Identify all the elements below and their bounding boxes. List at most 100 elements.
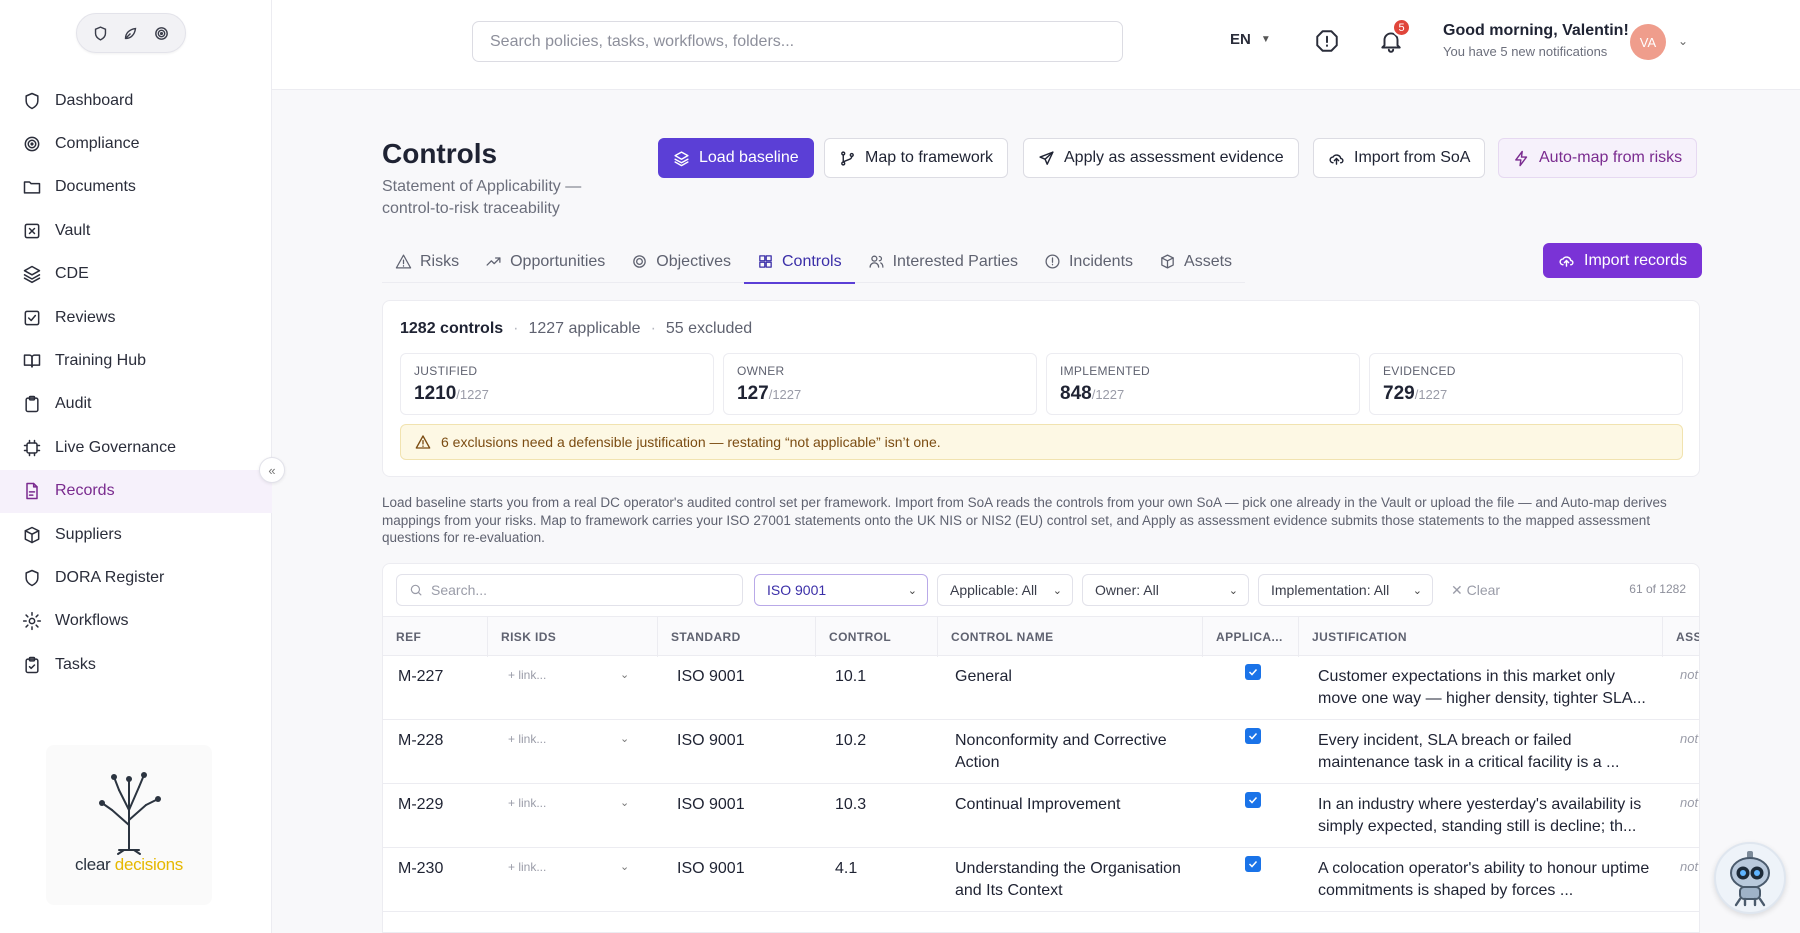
avatar[interactable]: VA: [1630, 24, 1666, 60]
logo-text-main: clear: [75, 855, 115, 874]
table-row[interactable]: M-230 + link... ⌄ ISO 9001 4.1 Understand…: [383, 848, 1699, 912]
sidebar-item-cde[interactable]: CDE: [0, 253, 272, 296]
stat-evidenced: EVIDENCED 729/1227: [1369, 353, 1683, 415]
column-header-risk-ids[interactable]: RISK IDS: [488, 617, 658, 657]
shield-mode-icon[interactable]: [87, 20, 113, 46]
stat-label: IMPLEMENTED: [1060, 364, 1150, 378]
table-search-input[interactable]: Search...: [396, 574, 743, 606]
sidebar-item-label: Reviews: [55, 308, 116, 326]
sidebar-item-tasks[interactable]: Tasks: [0, 643, 272, 686]
auto-map-from-risks-button[interactable]: Auto-map from risks: [1498, 138, 1698, 178]
shield-icon: [21, 90, 43, 112]
cloud-upload-icon: [1559, 256, 1574, 267]
sidebar-item-reviews[interactable]: Reviews: [0, 296, 272, 339]
cell-justification[interactable]: A colocation operator's ability to honou…: [1318, 860, 1650, 899]
risk-link-select[interactable]: + link... ⌄: [508, 664, 629, 686]
tab-objectives[interactable]: Objectives: [618, 240, 744, 283]
risk-link-select[interactable]: + link... ⌄: [508, 792, 629, 814]
tab-interested-parties[interactable]: Interested Parties: [855, 240, 1031, 283]
tab-risks[interactable]: Risks: [382, 240, 472, 283]
owner-filter[interactable]: Owner: All ⌄: [1082, 574, 1249, 606]
notification-badge: 5: [1392, 18, 1411, 37]
table-header: REF RISK IDS STANDARD CONTROL CONTROL NA…: [383, 616, 1700, 657]
cell-justification[interactable]: Every incident, SLA breach or failed mai…: [1318, 732, 1620, 771]
cell-assessment: not: [1680, 667, 1699, 682]
filter-value: ISO 9001: [767, 582, 827, 598]
collapse-sidebar-button[interactable]: «: [259, 457, 285, 483]
cell-ref: M-230: [398, 860, 444, 877]
target-mode-icon[interactable]: [149, 20, 175, 46]
cell-control: 4.1: [835, 860, 858, 877]
apply-assessment-evidence-button[interactable]: Apply as assessment evidence: [1023, 138, 1299, 178]
risk-link-select[interactable]: + link... ⌄: [508, 856, 629, 878]
sidebar-item-live-governance[interactable]: Live Governance: [0, 426, 272, 469]
tab-assets[interactable]: Assets: [1146, 240, 1245, 283]
tab-opportunities[interactable]: Opportunities: [472, 240, 618, 283]
filter-value: Implementation: All: [1271, 582, 1390, 598]
help-text: Load baseline starts you from a real DC …: [382, 495, 1667, 545]
column-header-assessment[interactable]: ASS: [1676, 630, 1700, 644]
column-header-control[interactable]: CONTROL: [816, 617, 938, 657]
sidebar-item-audit[interactable]: Audit: [0, 383, 272, 426]
sidebar-item-workflows[interactable]: Workflows: [0, 600, 272, 643]
sidebar-item-label: Dashboard: [55, 91, 134, 109]
applicable-checkbox[interactable]: [1245, 856, 1261, 872]
folder-icon: [21, 176, 43, 198]
leaf-mode-icon[interactable]: [118, 20, 144, 46]
language-selector[interactable]: EN ▼: [1230, 31, 1271, 48]
applicable-checkbox[interactable]: [1245, 664, 1261, 680]
cell-assessment: not: [1680, 859, 1699, 874]
map-to-framework-button[interactable]: Map to framework: [824, 138, 1009, 178]
global-search-input[interactable]: Search policies, tasks, workflows, folde…: [472, 21, 1123, 62]
tab-label: Interested Parties: [892, 252, 1018, 270]
cell-justification[interactable]: Customer expectations in this market onl…: [1318, 668, 1646, 707]
git-branch-icon: [841, 150, 854, 166]
stat-denominator: /1227: [1414, 387, 1448, 402]
risk-link-select[interactable]: + link... ⌄: [508, 728, 629, 750]
load-baseline-button[interactable]: Load baseline: [658, 138, 814, 178]
cell-justification[interactable]: In an industry where yesterday's availab…: [1318, 796, 1642, 835]
warning-icon: [395, 254, 412, 269]
table-row[interactable]: M-228 + link... ⌄ ISO 9001 10.2 Nonconfor…: [383, 720, 1699, 784]
column-header-justification[interactable]: JUSTIFICATION: [1299, 617, 1663, 657]
sidebar-item-label: Training Hub: [55, 352, 147, 370]
sidebar-item-suppliers[interactable]: Suppliers: [0, 513, 272, 556]
applicable-checkbox[interactable]: [1245, 728, 1261, 744]
import-records-button[interactable]: Import records: [1543, 243, 1703, 278]
tab-incidents[interactable]: Incidents: [1031, 240, 1146, 283]
table-row[interactable]: M-227 + link... ⌄ ISO 9001 10.1 General C…: [383, 656, 1699, 720]
sidebar-item-records[interactable]: Records: [0, 469, 272, 513]
clear-filters-button[interactable]: ✕ Clear: [1451, 582, 1501, 598]
sidebar-item-documents[interactable]: Documents: [0, 166, 272, 209]
tab-controls[interactable]: Controls: [743, 240, 855, 284]
alert-icon[interactable]: [1312, 26, 1342, 56]
sidebar-item-dora-register[interactable]: DORA Register: [0, 556, 272, 599]
layers-icon: [21, 263, 43, 285]
cell-control: 10.3: [835, 796, 867, 813]
sidebar-item-training-hub[interactable]: Training Hub: [0, 339, 272, 382]
sidebar-item-vault[interactable]: Vault: [0, 209, 272, 252]
chevron-down-icon[interactable]: ⌄: [1678, 34, 1689, 48]
sidebar-item-compliance[interactable]: Compliance: [0, 122, 272, 165]
button-label: Auto-map from risks: [1539, 149, 1683, 166]
grid-icon: [759, 255, 772, 268]
trend-up-icon: [486, 257, 501, 266]
alert-circle-icon: [1045, 254, 1060, 269]
applicable-checkbox[interactable]: [1245, 792, 1261, 808]
column-header-ref[interactable]: REF: [383, 617, 488, 657]
column-header-control-name[interactable]: CONTROL NAME: [938, 617, 1203, 657]
button-label: Import from SoA: [1354, 149, 1471, 166]
lightning-icon: [1515, 150, 1528, 166]
table-row[interactable]: M-229 + link... ⌄ ISO 9001 10.3 Continual…: [383, 784, 1699, 848]
column-header-applicable[interactable]: APPLICA...: [1203, 617, 1299, 657]
standard-filter[interactable]: ISO 9001 ⌄: [754, 574, 928, 606]
import-from-soa-button[interactable]: Import from SoA: [1313, 138, 1486, 178]
implementation-filter[interactable]: Implementation: All ⌄: [1258, 574, 1433, 606]
stat-value: 848/1227: [1060, 383, 1346, 405]
logo-text-accent: decisions: [114, 855, 183, 874]
applicable-count: 1227 applicable: [528, 320, 641, 337]
sidebar-item-dashboard[interactable]: Dashboard: [0, 79, 272, 122]
assistant-bot-button[interactable]: [1714, 842, 1786, 914]
applicable-filter[interactable]: Applicable: All ⌄: [937, 574, 1073, 606]
column-header-standard[interactable]: STANDARD: [658, 617, 816, 657]
